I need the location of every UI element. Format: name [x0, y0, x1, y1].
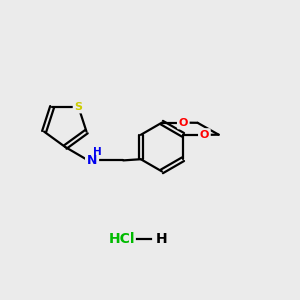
Text: O: O — [178, 118, 188, 128]
Text: O: O — [200, 130, 209, 140]
Text: N: N — [87, 154, 97, 167]
Text: H: H — [156, 232, 168, 246]
Text: H: H — [93, 147, 102, 157]
Text: HCl: HCl — [109, 232, 135, 246]
Text: S: S — [74, 102, 83, 112]
